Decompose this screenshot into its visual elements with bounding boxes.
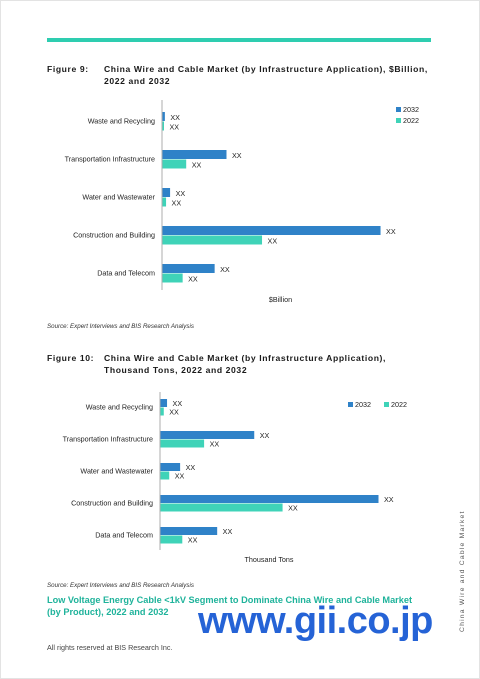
top-accent-rule [47,38,431,42]
x-axis-label: $Billion [269,295,292,304]
data-label-2032-construction-and-building: XX [384,495,394,504]
data-label-2032-data-and-telecom: XX [223,527,233,536]
bar-2022-data-and-telecom [160,535,183,544]
data-label-2032-waste-and-recycling: XX [173,399,183,408]
category-label-construction-and-building: Construction and Building [71,499,153,508]
bar-2022-transportation-infrastructure [162,159,187,169]
category-label-water-and-wastewater: Water and Wastewater [82,193,155,202]
data-label-2032-water-and-wastewater: XX [186,463,196,472]
legend-swatch-2032 [396,107,401,112]
bar-2022-waste-and-recycling [162,121,164,131]
legend-swatch-2032 [348,402,353,407]
legend-label-2032: 2032 [355,400,371,409]
figure-10-number: Figure 10: [47,353,95,363]
data-label-2032-data-and-telecom: XX [220,265,230,274]
category-label-transportation-infrastructure: Transportation Infrastructure [65,155,155,164]
bar-2022-data-and-telecom [162,273,183,283]
bar-2032-data-and-telecom [162,264,215,273]
bar-2032-data-and-telecom [160,527,218,535]
data-label-2022-waste-and-recycling: XX [169,408,179,417]
bar-2022-construction-and-building [162,235,263,245]
data-label-2032-transportation-infrastructure: XX [260,431,270,440]
data-label-2022-transportation-infrastructure: XX [210,440,220,449]
category-label-waste-and-recycling: Waste and Recycling [88,117,155,126]
x-axis-label: Thousand Tons [244,555,293,564]
bar-2032-construction-and-building [162,226,381,235]
data-label-2022-water-and-wastewater: XX [175,472,185,481]
bar-2032-transportation-infrastructure [160,431,255,439]
data-label-2022-transportation-infrastructure: XX [192,161,202,170]
category-label-construction-and-building: Construction and Building [73,231,155,240]
bar-2032-construction-and-building [160,495,379,503]
data-label-2022-data-and-telecom: XX [188,536,198,545]
watermark-logo: www.gii.co.jp [198,600,433,642]
data-label-2032-construction-and-building: XX [386,227,396,236]
data-label-2022-data-and-telecom: XX [188,275,198,284]
bar-2032-waste-and-recycling [160,399,168,407]
figure-10-source: Source: Expert Interviews and BIS Resear… [47,582,194,589]
data-label-2022-waste-and-recycling: XX [170,123,180,132]
bar-2022-water-and-wastewater [162,197,167,207]
legend-label-2022: 2022 [391,400,407,409]
figure-10-title: China Wire and Cable Market (by Infrastr… [104,353,386,375]
figure-9-number: Figure 9: [47,64,89,74]
category-label-transportation-infrastructure: Transportation Infrastructure [63,435,153,444]
data-label-2032-waste-and-recycling: XX [170,113,180,122]
legend-swatch-2022 [384,402,389,407]
bar-2032-water-and-wastewater [160,463,181,471]
bar-2032-waste-and-recycling [162,112,165,121]
side-running-title: China Wire and Cable Market [459,510,466,632]
category-label-water-and-wastewater: Water and Wastewater [80,467,153,476]
legend-label-2022: 2022 [403,116,419,125]
bar-2032-water-and-wastewater [162,188,171,197]
bar-2022-waste-and-recycling [160,407,164,416]
legend-label-2032: 2032 [403,105,419,114]
section-heading: Low Voltage Energy Cable <1kV Segment to… [47,595,413,617]
data-label-2022-water-and-wastewater: XX [172,199,182,208]
bar-2022-transportation-infrastructure [160,439,205,448]
figure-9-source: Source: Expert Interviews and BIS Resear… [47,323,194,330]
data-label-2032-water-and-wastewater: XX [176,189,186,198]
legend-swatch-2022 [396,118,401,123]
bar-2032-transportation-infrastructure [162,150,227,159]
bar-2022-construction-and-building [160,503,283,512]
figure-9-title: China Wire and Cable Market (by Infrastr… [104,64,428,86]
category-label-data-and-telecom: Data and Telecom [95,531,153,540]
data-label-2022-construction-and-building: XX [268,237,278,246]
data-label-2022-construction-and-building: XX [288,504,298,513]
category-label-data-and-telecom: Data and Telecom [97,269,155,278]
category-label-waste-and-recycling: Waste and Recycling [86,403,153,412]
footer-rights: All rights reserved at BIS Research Inc. [47,643,173,652]
bar-2022-water-and-wastewater [160,471,170,480]
data-label-2032-transportation-infrastructure: XX [232,151,242,160]
